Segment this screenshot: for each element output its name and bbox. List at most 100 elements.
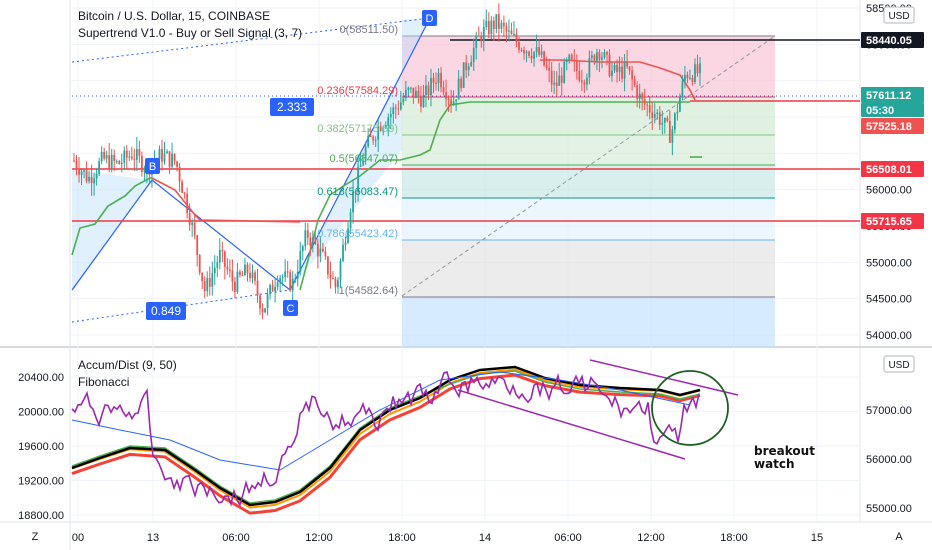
candle-body	[261, 308, 264, 313]
price-tick-1: 54500.00	[866, 294, 912, 306]
accdist-tick-2: 19600.00	[18, 441, 64, 453]
candle-body	[508, 30, 510, 32]
candle-body	[452, 101, 455, 105]
candle-body	[85, 170, 88, 182]
time-tick-7: 12:00	[637, 532, 665, 544]
candle-body	[518, 41, 520, 50]
candle-body	[314, 237, 317, 244]
ratio-bd-badge: 2.333	[270, 98, 314, 116]
candle-body	[442, 87, 445, 93]
fib-zone-5	[402, 240, 775, 297]
ma-red-line	[71, 373, 701, 515]
candle-body	[437, 72, 440, 84]
candle-body	[301, 246, 304, 252]
candle-body	[671, 129, 674, 143]
candle-body	[540, 51, 543, 55]
candle-body	[281, 277, 284, 279]
candle-body	[246, 264, 249, 273]
candle-body	[440, 72, 442, 88]
candle-body	[362, 160, 365, 166]
candle-body	[578, 70, 581, 81]
candle-body	[696, 64, 699, 74]
candle-body	[306, 230, 309, 238]
candle-body	[135, 149, 138, 160]
candle-body	[239, 271, 241, 276]
candle-body	[166, 151, 168, 154]
ratio-bc-badge: 0.849	[146, 302, 186, 320]
price-badge-top: 58440.05	[861, 32, 924, 48]
candle-body	[678, 97, 681, 112]
candle-body	[492, 20, 495, 30]
candle-body	[590, 55, 593, 58]
candle-body	[299, 251, 302, 272]
corner-right-button[interactable]: A	[891, 528, 907, 544]
candle-body	[110, 154, 113, 170]
candle-body	[304, 230, 307, 247]
candle-body	[115, 161, 118, 163]
candle-body	[213, 267, 216, 274]
candle-body	[676, 111, 679, 114]
currency-badge-top[interactable]: USD	[883, 6, 915, 24]
candle-body	[447, 99, 450, 101]
candle-body	[575, 61, 578, 71]
candle-body	[583, 82, 586, 85]
candle-body	[327, 256, 329, 275]
point-b-label: B	[149, 161, 156, 173]
candle-body	[377, 126, 380, 140]
point-c-marker[interactable]: C	[283, 300, 298, 316]
candle-body	[497, 14, 500, 29]
candle-body	[435, 82, 437, 84]
candle-body	[203, 281, 206, 292]
candle-body	[550, 70, 553, 85]
point-d-label: D	[426, 13, 434, 25]
candle-body	[93, 178, 96, 184]
candle-body	[143, 170, 146, 172]
candle-body	[201, 272, 204, 282]
corner-left-button[interactable]: Z	[27, 528, 43, 544]
candle-body	[528, 51, 530, 56]
candle-body	[198, 254, 201, 273]
candle-body	[206, 278, 209, 292]
candle-body	[319, 248, 322, 257]
candle-body	[191, 222, 194, 225]
candle-body	[585, 77, 588, 85]
candle-body	[347, 228, 349, 243]
candle-body	[503, 22, 505, 27]
candle-body	[140, 155, 143, 172]
candle-body	[286, 271, 289, 273]
lower-price-tick-0: 55000.00	[866, 503, 912, 515]
point-d-marker[interactable]: D	[422, 10, 437, 26]
currency-label-top: USD	[888, 11, 909, 22]
point-b-marker[interactable]: B	[145, 158, 160, 174]
lower-overlay-title: Fibonacci	[78, 375, 129, 389]
candle-body	[407, 87, 410, 90]
candle-body	[535, 47, 538, 53]
candle-body	[364, 146, 367, 161]
accdist-line	[71, 371, 700, 507]
lower-price-axis[interactable]: 55000.00 56000.00 57000.00	[866, 405, 912, 515]
candle-body	[699, 63, 701, 74]
candle-body	[593, 55, 596, 63]
candle-body	[570, 54, 573, 60]
candle-body	[105, 155, 108, 159]
candle-body	[621, 66, 623, 79]
candle-body	[563, 61, 566, 83]
candle-body	[694, 64, 696, 82]
time-axis[interactable]: 00 13 06:00 12:00 18:00 14 06:00 12:00 18:00 15	[72, 532, 823, 544]
candle-body	[284, 271, 287, 278]
lower-price-tick-2: 57000.00	[866, 405, 912, 417]
corner-left-label: Z	[32, 531, 39, 543]
candle-body	[477, 35, 480, 37]
point-c-label: C	[287, 303, 295, 315]
candle-body	[548, 67, 551, 71]
candle-body	[249, 272, 251, 279]
candle-body	[392, 107, 395, 114]
candle-body	[661, 122, 664, 125]
candle-body	[291, 278, 294, 291]
candle-body	[500, 22, 503, 29]
candle-body	[596, 52, 598, 63]
candle-body	[161, 148, 163, 162]
candle-body	[553, 82, 556, 85]
currency-badge-bottom[interactable]: USD	[883, 355, 915, 373]
